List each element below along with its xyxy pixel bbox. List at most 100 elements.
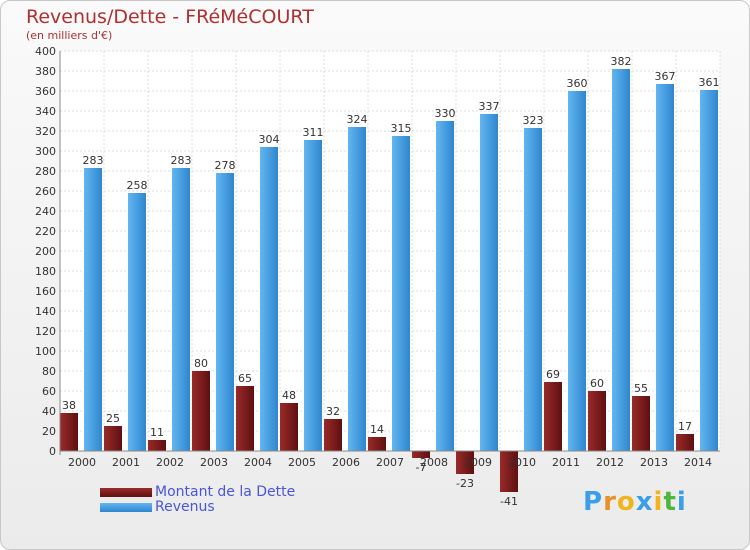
x-tick-label: 2013 xyxy=(640,456,668,469)
data-label-dette: 17 xyxy=(678,420,692,433)
y-tick-label: 360 xyxy=(35,85,56,98)
bar-revenus xyxy=(392,136,410,451)
y-tick-label: 120 xyxy=(35,325,56,338)
logo-letter: i xyxy=(653,487,664,517)
x-tick-label: 2012 xyxy=(596,456,624,469)
bar-dette xyxy=(676,434,694,451)
data-label-revenus: 337 xyxy=(479,100,500,113)
x-tick-label: 2007 xyxy=(376,456,404,469)
data-label-revenus: 367 xyxy=(655,70,676,83)
x-tick-label: 2008 xyxy=(420,456,448,469)
bar-revenus xyxy=(480,114,498,451)
data-label-revenus: 361 xyxy=(699,76,720,89)
data-label-revenus: 283 xyxy=(171,154,192,167)
y-tick-label: 260 xyxy=(35,185,56,198)
data-label-revenus: 311 xyxy=(303,126,324,139)
bar-revenus xyxy=(260,147,278,451)
bar-dette xyxy=(280,403,298,451)
y-tick-label: 300 xyxy=(35,145,56,158)
bar-dette xyxy=(104,426,122,451)
bar-revenus xyxy=(524,128,542,451)
bar-revenus xyxy=(700,90,718,451)
bar-dette xyxy=(412,451,430,458)
bar-dette xyxy=(456,451,474,474)
bar-revenus xyxy=(304,140,322,451)
data-label-revenus: 330 xyxy=(435,107,456,120)
chart-subtitle: (en milliers d'€) xyxy=(26,29,113,42)
data-label-dette: 55 xyxy=(634,382,648,395)
logo-letter: i xyxy=(676,487,687,517)
data-label-dette: 38 xyxy=(62,399,76,412)
x-tick-label: 2004 xyxy=(244,456,272,469)
data-label-revenus: 360 xyxy=(567,77,588,90)
bar-revenus xyxy=(216,173,234,451)
bar-dette xyxy=(544,382,562,451)
y-tick-label: 340 xyxy=(35,105,56,118)
data-label-dette: -7 xyxy=(416,461,427,474)
legend-label-revenus: Revenus xyxy=(155,499,215,515)
bar-dette xyxy=(192,371,210,451)
x-tick-label: 2010 xyxy=(508,456,536,469)
y-tick-label: 160 xyxy=(35,285,56,298)
y-tick-label: 320 xyxy=(35,125,56,138)
y-tick-label: 180 xyxy=(35,265,56,278)
x-tick-label: 2002 xyxy=(156,456,184,469)
y-tick-label: 20 xyxy=(42,425,56,438)
data-label-dette: -41 xyxy=(500,495,518,508)
x-tick-label: 2005 xyxy=(288,456,316,469)
x-tick-label: 2001 xyxy=(112,456,140,469)
data-label-revenus: 304 xyxy=(259,133,280,146)
data-label-revenus: 324 xyxy=(347,113,368,126)
bar-dette xyxy=(500,451,518,492)
data-label-dette: -23 xyxy=(456,477,474,490)
bar-dette xyxy=(148,440,166,451)
bar-revenus xyxy=(568,91,586,451)
proxiti-logo: Proxiti xyxy=(583,487,687,517)
bar-revenus xyxy=(348,127,366,451)
data-label-dette: 48 xyxy=(282,389,296,402)
legend-swatch-dette xyxy=(100,488,152,497)
x-tick-label: 2003 xyxy=(200,456,228,469)
bar-revenus xyxy=(84,168,102,451)
data-label-dette: 69 xyxy=(546,368,560,381)
chart-title: Revenus/Dette - FRéMéCOURT xyxy=(26,6,314,28)
bar-dette xyxy=(588,391,606,451)
bar-revenus xyxy=(436,121,454,451)
y-tick-label: 100 xyxy=(35,345,56,358)
y-tick-label: 80 xyxy=(42,365,56,378)
bar-revenus xyxy=(128,193,146,451)
data-label-dette: 14 xyxy=(370,423,384,436)
data-label-revenus: 283 xyxy=(83,154,104,167)
y-tick-label: 400 xyxy=(35,45,56,58)
data-label-revenus: 382 xyxy=(611,55,632,68)
x-tick-label: 2006 xyxy=(332,456,360,469)
bar-dette xyxy=(60,413,78,451)
data-label-revenus: 315 xyxy=(391,122,412,135)
logo-letter: o xyxy=(616,487,636,517)
y-tick-label: 0 xyxy=(49,445,56,458)
y-tick-label: 140 xyxy=(35,305,56,318)
bar-dette xyxy=(368,437,386,451)
bar-revenus xyxy=(656,84,674,451)
y-tick-label: 240 xyxy=(35,205,56,218)
data-label-dette: 80 xyxy=(194,357,208,370)
logo-letter: t xyxy=(663,487,677,517)
data-label-dette: 60 xyxy=(590,377,604,390)
data-label-revenus: 323 xyxy=(523,114,544,127)
x-tick-label: 2000 xyxy=(68,456,96,469)
data-label-revenus: 258 xyxy=(127,179,148,192)
y-tick-label: 200 xyxy=(35,245,56,258)
bar-revenus xyxy=(172,168,190,451)
bar-dette xyxy=(236,386,254,451)
y-tick-label: 60 xyxy=(42,385,56,398)
bar-dette xyxy=(632,396,650,451)
logo-letter: P xyxy=(583,487,604,517)
data-label-dette: 25 xyxy=(106,412,120,425)
bar-dette xyxy=(324,419,342,451)
data-label-dette: 65 xyxy=(238,372,252,385)
legend-label-dette: Montant de la Dette xyxy=(155,484,296,500)
data-label-revenus: 278 xyxy=(215,159,236,172)
logo-letter: r xyxy=(603,487,617,517)
data-label-dette: 32 xyxy=(326,405,340,418)
